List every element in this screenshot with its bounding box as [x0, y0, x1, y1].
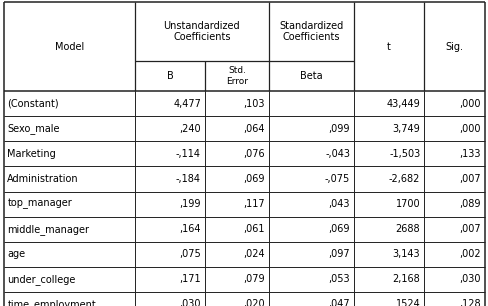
- Text: ,164: ,164: [179, 224, 201, 234]
- Text: 2,168: 2,168: [392, 274, 419, 284]
- Text: t: t: [386, 42, 390, 52]
- Text: Beta: Beta: [300, 71, 322, 81]
- Text: ,007: ,007: [459, 224, 480, 234]
- Text: Standardized
Coefficients: Standardized Coefficients: [279, 21, 343, 42]
- Text: B: B: [166, 71, 173, 81]
- Text: (Constant): (Constant): [7, 99, 59, 109]
- Text: Unstandardized
Coefficients: Unstandardized Coefficients: [163, 21, 240, 42]
- Text: 3,143: 3,143: [392, 249, 419, 259]
- Text: ,117: ,117: [243, 199, 264, 209]
- Text: ,030: ,030: [459, 274, 480, 284]
- Text: Administration: Administration: [7, 174, 79, 184]
- Text: ,171: ,171: [179, 274, 201, 284]
- Text: 1700: 1700: [395, 199, 419, 209]
- Text: ,061: ,061: [243, 224, 264, 234]
- Text: ,097: ,097: [328, 249, 349, 259]
- Text: Sig.: Sig.: [445, 42, 463, 52]
- Text: ,240: ,240: [179, 124, 201, 134]
- Text: ,069: ,069: [328, 224, 349, 234]
- Text: ,024: ,024: [243, 249, 264, 259]
- Text: ,047: ,047: [328, 300, 349, 306]
- Text: ,000: ,000: [459, 99, 480, 109]
- Text: top_manager: top_manager: [7, 199, 72, 209]
- Text: 1524: 1524: [395, 300, 419, 306]
- Text: ,030: ,030: [179, 300, 201, 306]
- Text: -,075: -,075: [325, 174, 349, 184]
- Text: ,103: ,103: [243, 99, 264, 109]
- Text: 43,449: 43,449: [386, 99, 419, 109]
- Text: ,099: ,099: [328, 124, 349, 134]
- Text: time_employment: time_employment: [7, 299, 96, 306]
- Text: ,007: ,007: [459, 174, 480, 184]
- Text: Sexo_male: Sexo_male: [7, 123, 60, 134]
- Text: -2,682: -2,682: [388, 174, 419, 184]
- Text: Model: Model: [55, 42, 84, 52]
- Text: middle_manager: middle_manager: [7, 224, 89, 235]
- Text: ,069: ,069: [243, 174, 264, 184]
- Text: ,089: ,089: [459, 199, 480, 209]
- Text: ,043: ,043: [328, 199, 349, 209]
- Text: -,043: -,043: [325, 149, 349, 159]
- Text: age: age: [7, 249, 25, 259]
- Text: ,079: ,079: [243, 274, 264, 284]
- Text: ,053: ,053: [328, 274, 349, 284]
- Text: -1,503: -1,503: [388, 149, 419, 159]
- Text: -,114: -,114: [176, 149, 201, 159]
- Text: ,064: ,064: [243, 124, 264, 134]
- Text: Std.
Error: Std. Error: [225, 66, 247, 86]
- Text: ,128: ,128: [459, 300, 480, 306]
- Text: ,000: ,000: [459, 124, 480, 134]
- Text: 4,477: 4,477: [173, 99, 201, 109]
- Text: ,075: ,075: [179, 249, 201, 259]
- Text: 2688: 2688: [395, 224, 419, 234]
- Text: ,133: ,133: [459, 149, 480, 159]
- Text: ,199: ,199: [179, 199, 201, 209]
- Text: under_college: under_college: [7, 274, 76, 285]
- Text: Marketing: Marketing: [7, 149, 56, 159]
- Text: ,002: ,002: [459, 249, 480, 259]
- Text: ,076: ,076: [243, 149, 264, 159]
- Text: -,184: -,184: [176, 174, 201, 184]
- Text: ,020: ,020: [243, 300, 264, 306]
- Text: 3,749: 3,749: [392, 124, 419, 134]
